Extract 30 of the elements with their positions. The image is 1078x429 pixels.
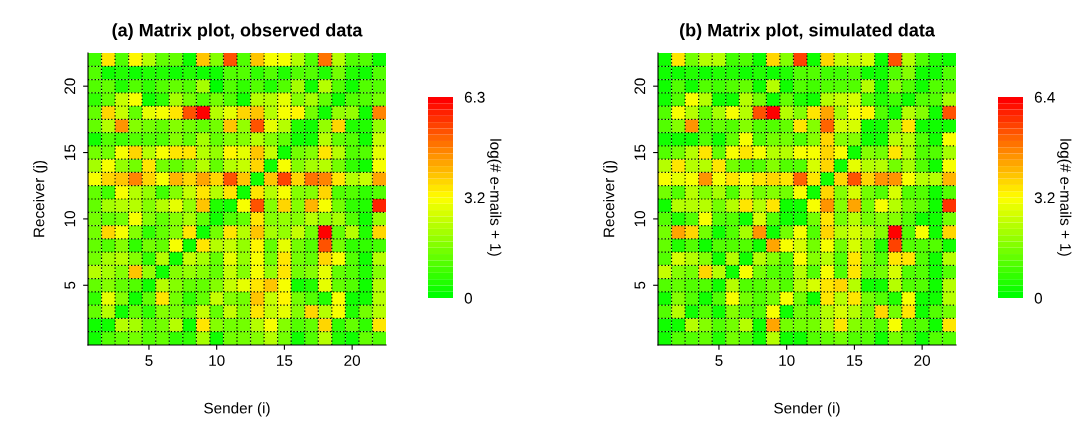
x-tick-label: 15 [847, 355, 863, 366]
color-bar-label: 3.2 [1034, 192, 1055, 204]
y-axis-title: Receiver (j) [33, 160, 48, 237]
y-tick-label: 20 [634, 78, 646, 94]
y-tick-label: 10 [634, 211, 646, 227]
y-tick-label: 5 [634, 281, 646, 289]
color-bar-label: 6.3 [464, 91, 485, 103]
y-tick-label: 15 [634, 144, 646, 160]
color-bar-label: 6.4 [1034, 91, 1055, 103]
x-tick-label: 10 [779, 355, 795, 366]
x-tick-label: 20 [914, 355, 931, 366]
chart-title: (a) Matrix plot, observed data [112, 23, 363, 41]
color-bar-title: log(# e-mails + 1) [487, 139, 502, 256]
color-bar-label: 0 [1034, 292, 1043, 304]
y-tick-label: 15 [64, 144, 76, 160]
x-tick-label: 10 [209, 355, 225, 366]
x-tick-label: 5 [145, 355, 153, 366]
x-tick-label: 5 [715, 355, 723, 366]
color-bar-label: 3.2 [464, 192, 485, 204]
y-tick-label: 5 [64, 281, 76, 289]
color-bar-title: log(# e-mails + 1) [1057, 139, 1072, 256]
color-bar-label: 0 [464, 292, 473, 304]
y-tick-label: 10 [64, 211, 76, 227]
x-tick-label: 20 [344, 355, 361, 366]
chart-title: (b) Matrix plot, simulated data [680, 23, 936, 41]
y-tick-label: 20 [64, 78, 76, 94]
y-axis-title: Receiver (j) [603, 160, 618, 237]
x-axis-title: Sender (i) [204, 402, 270, 417]
x-tick-label: 15 [277, 355, 293, 366]
x-axis-title: Sender (i) [774, 402, 840, 417]
